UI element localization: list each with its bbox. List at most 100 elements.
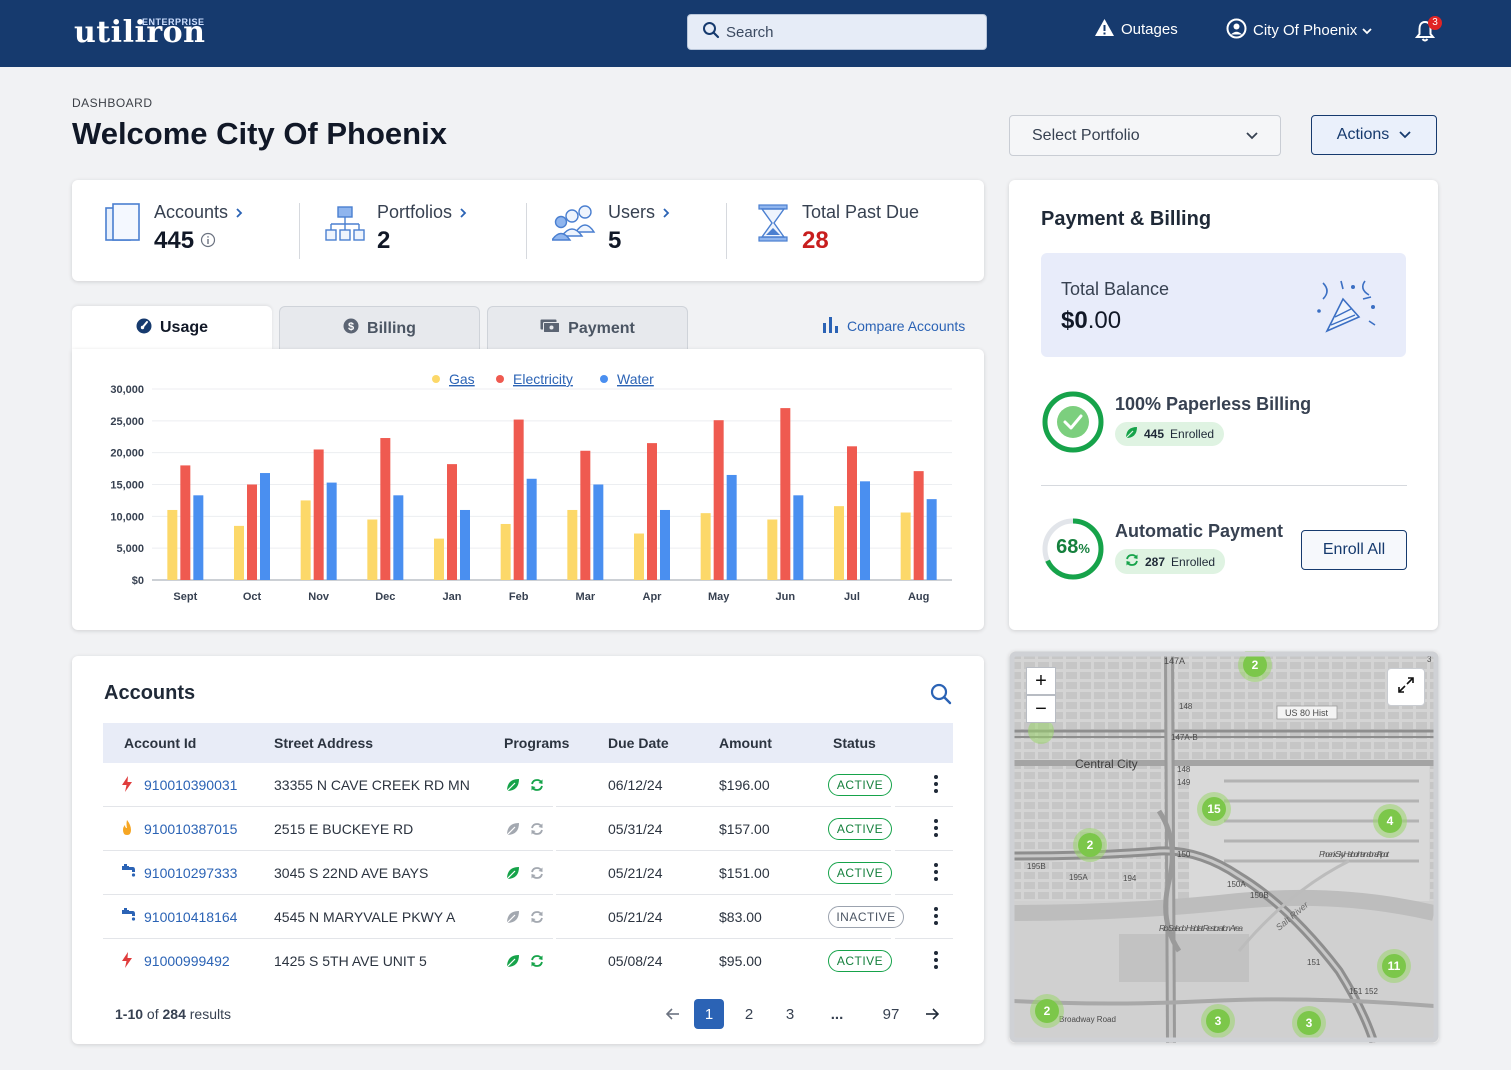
bar-electricity-apr <box>647 443 657 580</box>
page-button-2[interactable]: 2 <box>744 1005 754 1023</box>
map-cluster-marker[interactable]: 2 <box>1073 828 1107 862</box>
column-header[interactable]: Amount <box>719 735 772 751</box>
status-badge: ACTIVE <box>828 774 892 796</box>
stat-divider <box>726 203 727 259</box>
section-divider <box>1041 485 1407 486</box>
stat-portfolios[interactable]: Portfolios 2 <box>325 202 467 255</box>
total-balance-amount: $0.00 <box>1061 307 1121 335</box>
water-icon <box>121 864 137 883</box>
table-row[interactable]: 910010387015 2515 E BUCKEYE RD 05/31/24 $15… <box>103 807 953 851</box>
payment-billing-card: Payment & Billing Total Balance $0.00 10… <box>1009 180 1438 630</box>
y-tick-label: 25,000 <box>110 416 144 428</box>
map-label: 194 <box>1123 874 1137 883</box>
map-cluster-count: 3 <box>1215 1014 1222 1028</box>
more-options-icon[interactable] <box>934 819 938 840</box>
bar-water-sept <box>193 495 204 580</box>
map-cluster-count: 2 <box>1252 658 1259 672</box>
paperless-billing-section: 100% Paperless Billing 445 Enrolled <box>1041 390 1401 454</box>
balance-cents: .00 <box>1087 307 1122 334</box>
total-balance-panel: Total Balance $0.00 <box>1041 253 1406 357</box>
map-cluster-marker[interactable]: 4 <box>1373 804 1407 838</box>
more-options-icon[interactable] <box>934 951 938 972</box>
table-row[interactable]: 910010418164 4545 N MARYVALE PKWY A 05/21/… <box>103 895 953 939</box>
x-tick-label: Jun <box>776 591 796 603</box>
legend-item-water[interactable]: Water <box>617 371 654 387</box>
accounts-map[interactable]: 147A 148 147A-B US 80 Hist Central City … <box>1009 651 1439 1043</box>
more-options-icon[interactable] <box>934 907 938 928</box>
street-address: 4545 N MARYVALE PKWY A <box>274 909 456 925</box>
map-cluster-marker[interactable]: 2 <box>1030 994 1064 1028</box>
column-header[interactable]: Status <box>833 735 876 751</box>
table-row[interactable]: 910010297333 3045 S 22ND AVE BAYS 05/21/24… <box>103 851 953 895</box>
tab-usage[interactable]: Usage <box>72 306 272 350</box>
y-tick-label: 15,000 <box>110 480 144 492</box>
autopay-program-icon <box>530 910 544 929</box>
map-cluster-count: 15 <box>1207 802 1221 816</box>
page-button-1[interactable]: 1 <box>694 999 724 1029</box>
tab-usage-label: Usage <box>159 319 209 336</box>
paperless-program-icon <box>506 822 520 841</box>
bar-water-dec <box>393 495 404 580</box>
page-button-97[interactable]: 97 <box>882 1005 900 1023</box>
outages-link[interactable]: Outages <box>1094 18 1178 41</box>
search-box[interactable] <box>687 14 987 50</box>
account-id-link[interactable]: 910010418164 <box>144 909 238 925</box>
usage-chart-card: 30,000 25,000 20,000 15,000 10,000 5,000 $0 Sep… <box>72 349 984 630</box>
stat-divider <box>299 203 300 259</box>
prev-page-button[interactable] <box>658 999 688 1029</box>
account-id-link[interactable]: 91000999492 <box>144 953 230 969</box>
more-options-icon[interactable] <box>934 863 938 884</box>
map-label: 147A-B <box>1171 733 1198 742</box>
map-cluster-marker[interactable]: 15 <box>1197 792 1231 826</box>
breadcrumb: DASHBOARD <box>72 96 153 110</box>
zoom-in-button[interactable]: + <box>1026 667 1056 695</box>
more-options-icon[interactable] <box>934 775 938 796</box>
column-header[interactable]: Account Id <box>124 735 197 751</box>
search-input[interactable] <box>726 23 966 41</box>
enroll-all-button[interactable]: Enroll All <box>1301 530 1407 570</box>
autopay-enrolled-pill: 287 Enrolled <box>1115 549 1226 574</box>
table-row[interactable]: 910010390031 33355 N CAVE CREEK RD MN 06/1… <box>103 763 953 807</box>
map-cluster-marker[interactable]: 3 <box>1201 1004 1235 1038</box>
bar-electricity-mar <box>580 450 591 580</box>
status-badge: ACTIVE <box>828 950 892 972</box>
bar-gas-may <box>700 513 711 580</box>
bar-gas-jun <box>767 519 778 580</box>
fullscreen-button[interactable] <box>1387 668 1425 706</box>
map-canvas[interactable]: 147A 148 147A-B US 80 Hist Central City … <box>1009 651 1439 1043</box>
portfolio-select[interactable]: Select Portfolio <box>1009 115 1281 156</box>
tab-payment[interactable]: Payment <box>487 306 688 350</box>
account-id-link[interactable]: 910010297333 <box>144 865 238 881</box>
map-cluster-marker[interactable]: 3 <box>1292 1006 1326 1040</box>
table-row[interactable]: 91000999492 1425 S 5TH AVE UNIT 5 05/08/24… <box>103 939 953 983</box>
map-cluster-marker[interactable]: 2 <box>1238 651 1272 682</box>
row-divider <box>556 938 891 939</box>
search-icon[interactable] <box>930 683 952 710</box>
legend-item-gas[interactable]: Gas <box>449 371 475 387</box>
stat-past-due[interactable]: Total Past Due 28 <box>756 202 919 255</box>
account-id-link[interactable]: 910010387015 <box>144 821 238 837</box>
org-switcher[interactable]: City Of Phoenix <box>1226 18 1372 43</box>
map-label: 151 152 <box>1349 987 1378 996</box>
zoom-out-button[interactable]: − <box>1026 695 1056 723</box>
balance-dollars: $0 <box>1061 307 1088 334</box>
y-tick-label: 5,000 <box>116 543 144 555</box>
actions-button[interactable]: Actions <box>1311 115 1437 155</box>
legend-item-electricity[interactable]: Electricity <box>513 371 573 387</box>
amount: $151.00 <box>719 865 770 881</box>
paperless-program-icon <box>506 778 520 797</box>
next-page-button[interactable] <box>917 999 947 1029</box>
stat-users[interactable]: Users 5 <box>550 202 670 255</box>
account-id-link[interactable]: 910010390031 <box>144 777 238 793</box>
x-tick-label: Feb <box>509 591 529 603</box>
stat-accounts[interactable]: Accounts 445 <box>104 202 243 255</box>
info-icon[interactable] <box>200 227 216 255</box>
compare-accounts-link[interactable]: Compare Accounts <box>822 316 965 336</box>
page-button-3[interactable]: 3 <box>785 1005 795 1023</box>
map-cluster-marker[interactable]: 11 <box>1377 949 1411 983</box>
column-header[interactable]: Due Date <box>608 735 669 751</box>
brand-logo[interactable]: utiliron ENTERPRISE <box>74 16 206 50</box>
column-header[interactable]: Street Address <box>274 735 374 751</box>
tab-billing[interactable]: $ Billing <box>279 306 480 350</box>
column-header[interactable]: Programs <box>504 735 570 751</box>
